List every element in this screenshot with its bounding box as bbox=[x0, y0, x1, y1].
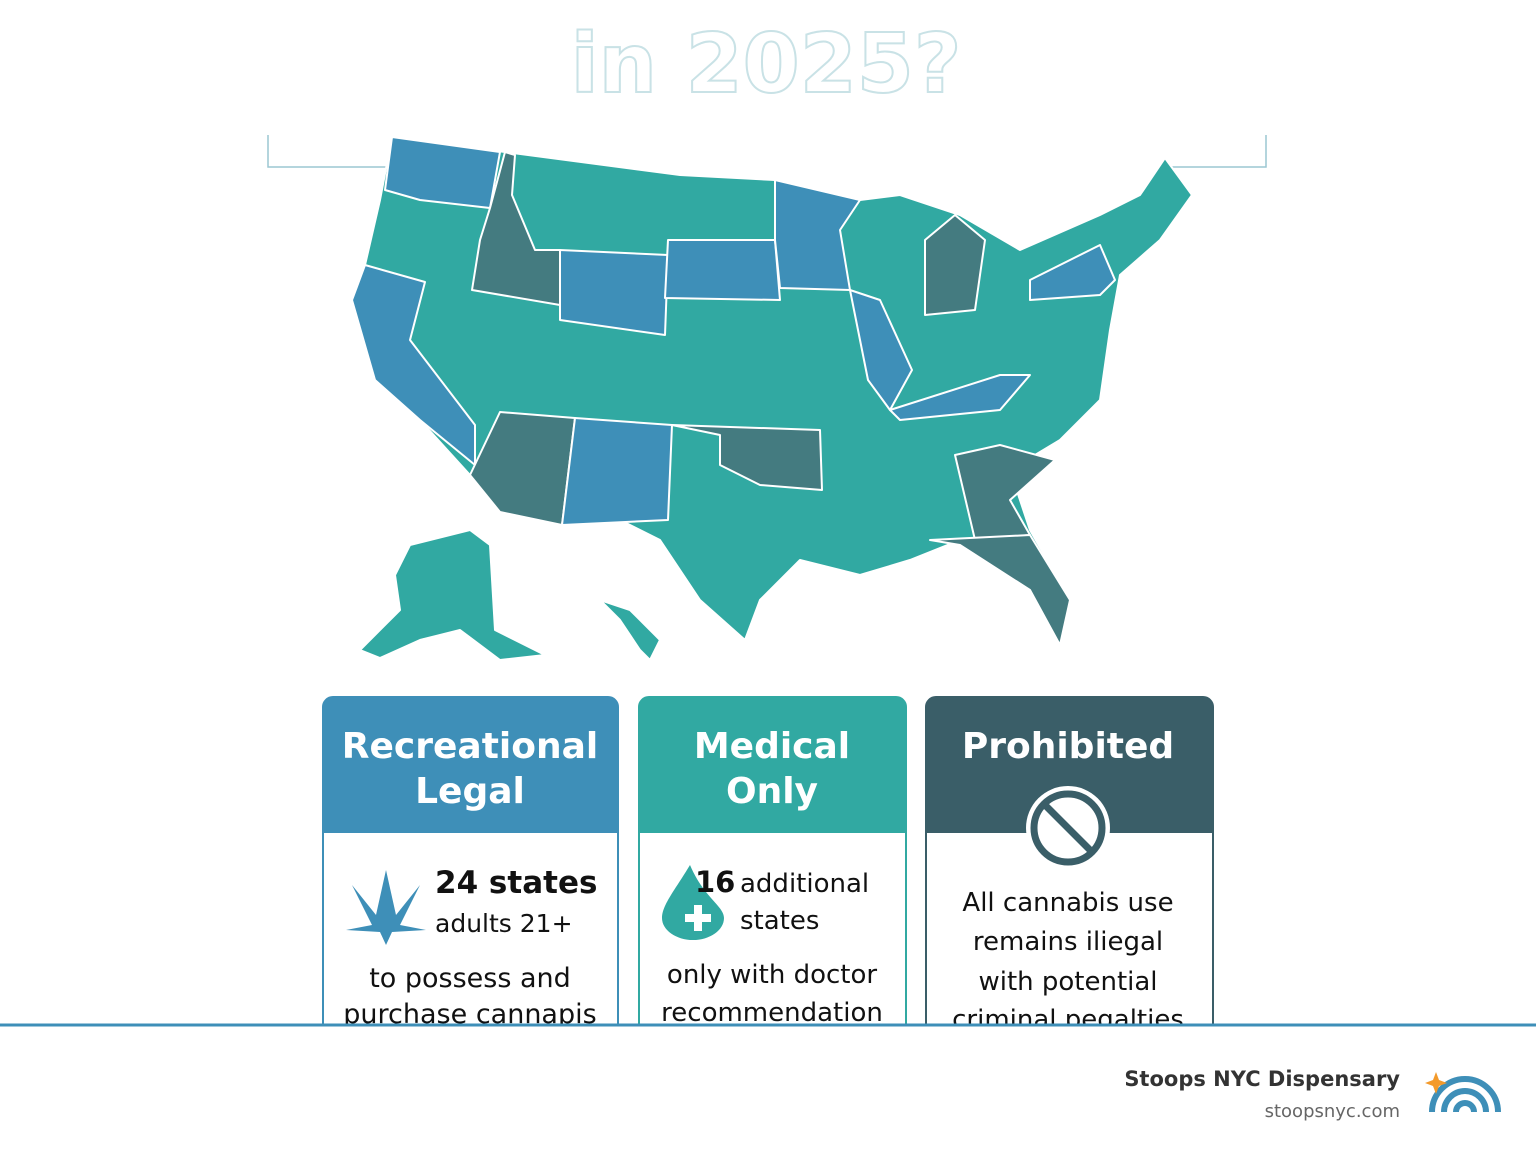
footer: Stoops NYC Dispensary stoopsnyc.com bbox=[0, 1023, 1536, 1154]
card-body: recommendation bbox=[661, 998, 883, 1028]
card-body: only with doctor bbox=[667, 960, 877, 990]
card-detail: adults 21+ bbox=[435, 909, 573, 938]
card-heading: Prohibited bbox=[962, 726, 1174, 767]
card-count: 24 states bbox=[435, 865, 597, 901]
card-recreational: Recreational Legal 24 states adults 21+ … bbox=[322, 696, 619, 1098]
footer-brand: Stoops NYC Dispensary bbox=[1124, 1067, 1400, 1091]
card-body: with potential bbox=[978, 967, 1157, 997]
card-body: All cannabis use bbox=[962, 888, 1173, 918]
card-medical: Medical Only 16 additional states only w… bbox=[638, 696, 907, 1098]
card-count: 16 bbox=[695, 865, 735, 899]
card-heading: Medical bbox=[694, 726, 850, 767]
prohibited-icon bbox=[1026, 786, 1110, 870]
card-prohibited: Prohibited All cannabis use remains ilie… bbox=[925, 696, 1214, 1098]
logo bbox=[1429, 1076, 1501, 1113]
card-body: to possess and bbox=[369, 963, 571, 994]
us-map bbox=[351, 136, 1193, 661]
card-heading: Legal bbox=[415, 771, 525, 812]
leaf-icon bbox=[346, 870, 426, 945]
footer-url: stoopsnyc.com bbox=[1265, 1101, 1400, 1122]
card-detail: additional bbox=[740, 869, 869, 899]
card-detail: states bbox=[740, 906, 819, 936]
sparkle bbox=[1425, 1072, 1447, 1094]
bracket bbox=[267, 135, 1267, 168]
card-heading: Only bbox=[726, 771, 818, 812]
card-body: remains iliegal bbox=[973, 927, 1163, 957]
card-heading: Recreational bbox=[342, 726, 598, 767]
title: in 2025? bbox=[571, 17, 962, 112]
